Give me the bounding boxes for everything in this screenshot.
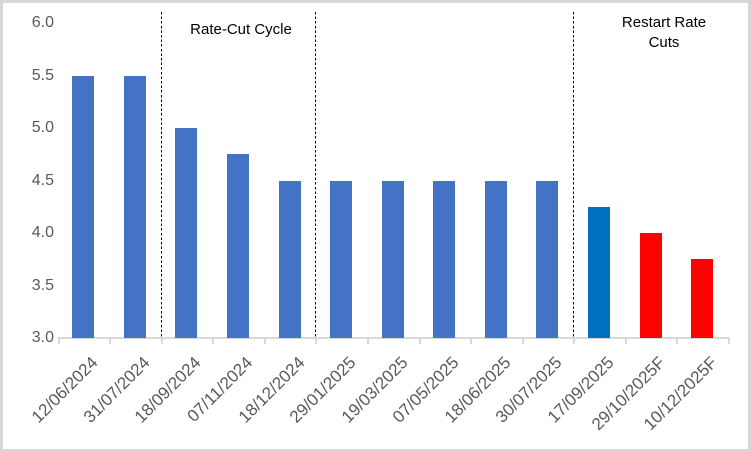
bar bbox=[484, 180, 507, 338]
y-axis-tick-label: 4.5 bbox=[31, 171, 54, 189]
separator-dashed-line bbox=[315, 12, 317, 338]
x-axis-tick bbox=[521, 337, 524, 344]
bar bbox=[433, 180, 456, 338]
bar bbox=[536, 180, 559, 338]
bar bbox=[123, 75, 146, 338]
x-axis-tick bbox=[315, 337, 318, 344]
annotation-restart-rate-cuts: Restart Rate Cuts bbox=[621, 14, 707, 51]
x-axis-tick bbox=[160, 337, 163, 344]
bar bbox=[72, 75, 95, 338]
bar bbox=[330, 180, 353, 338]
y-axis-tick-label: 6.0 bbox=[31, 14, 54, 31]
x-axis-tick bbox=[212, 337, 215, 344]
bar bbox=[278, 180, 301, 338]
x-axis-tick bbox=[418, 337, 421, 344]
bar bbox=[227, 154, 250, 338]
x-axis-tick bbox=[573, 337, 576, 344]
separator-dashed-line bbox=[160, 12, 162, 338]
bar bbox=[175, 128, 198, 338]
annotation-rate-cut-cycle: Rate-Cut Cycle bbox=[190, 21, 292, 38]
y-axis-tick-label: 5.5 bbox=[31, 66, 54, 84]
x-axis-tick bbox=[728, 337, 730, 344]
bar bbox=[381, 180, 404, 338]
x-axis-tick bbox=[109, 337, 112, 344]
y-axis-tick-label: 4.0 bbox=[31, 224, 54, 241]
x-axis-tick bbox=[263, 337, 266, 344]
x-axis-tick bbox=[366, 337, 369, 344]
x-axis-tick bbox=[470, 337, 473, 344]
separator-dashed-line bbox=[573, 12, 575, 338]
bar bbox=[588, 206, 611, 338]
y-axis-tick-label: 3.0 bbox=[31, 329, 54, 346]
bar bbox=[639, 233, 662, 338]
x-axis-tick bbox=[624, 337, 627, 344]
y-axis-tick-label: 3.5 bbox=[31, 276, 54, 294]
x-axis-tick bbox=[676, 337, 679, 344]
x-axis-tick bbox=[57, 337, 60, 344]
bar bbox=[691, 259, 714, 338]
y-axis-tick-label: 5.0 bbox=[31, 119, 54, 136]
x-axis-line bbox=[57, 337, 730, 339]
